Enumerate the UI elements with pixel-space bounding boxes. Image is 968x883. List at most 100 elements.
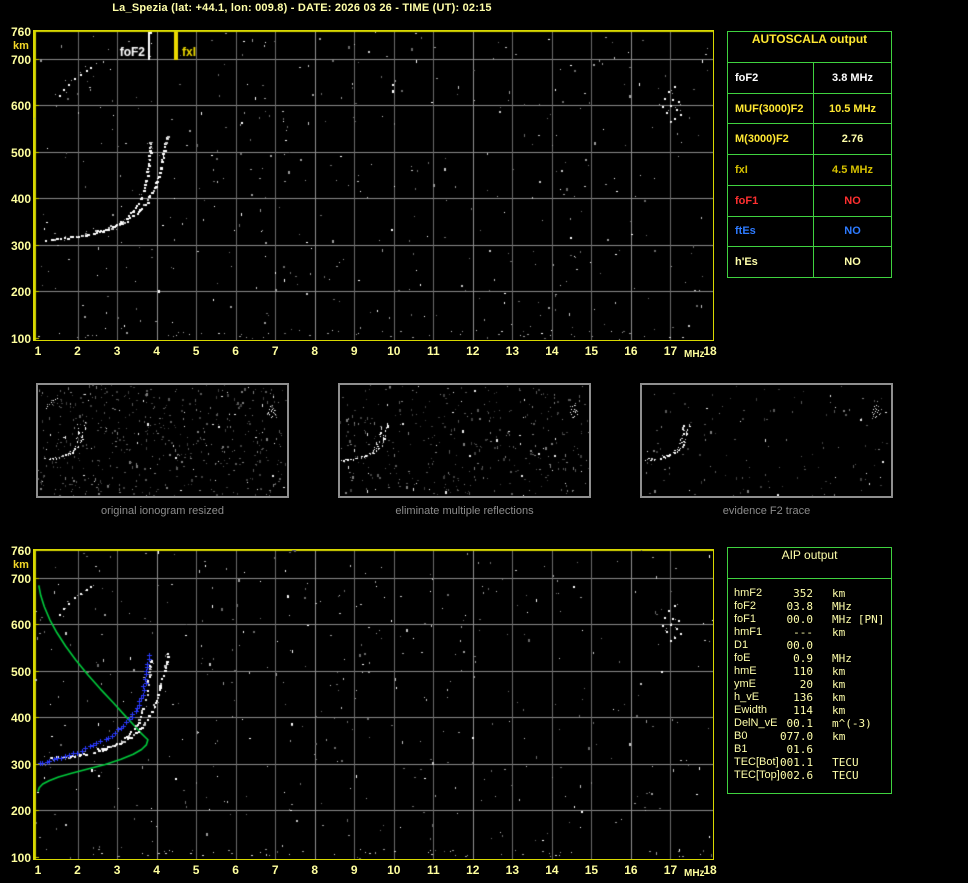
- y-tick-label: 300: [10, 757, 31, 772]
- autoscala-row-label: fxI: [728, 155, 814, 185]
- top-ionogram-plot: [33, 30, 714, 341]
- aip-row: DelN_vE 00.1 m^(-3): [728, 717, 891, 730]
- y-tick-label: 200: [10, 804, 31, 819]
- x-tick-label: 2: [74, 344, 81, 358]
- aip-table-rows: hmF2 352 km foF2 03.8 MHz foF1 00.0 MHz [PN] hmF1 -…: [728, 579, 891, 782]
- x-tick-label: 12: [466, 344, 480, 358]
- x-tick-label: 11: [426, 863, 440, 877]
- x-tick-label: 10: [387, 863, 401, 877]
- aip-row-label: hmF1: [734, 626, 763, 638]
- aip-row-value: 00.0: [786, 613, 814, 626]
- y-tick-label: 600: [10, 99, 31, 114]
- x-tick-label: 12: [466, 863, 480, 877]
- aip-table-header: AIP output: [728, 548, 891, 579]
- aip-row-label: h_vE: [734, 691, 760, 703]
- x-tick-label: 14: [545, 863, 559, 877]
- thumbnail-evidence-f2-trace: [640, 383, 893, 498]
- y-tick-label: 100: [10, 851, 31, 865]
- aip-row-note: [PN]: [857, 613, 885, 626]
- autoscala-row: foF2 3.8 MHz: [728, 63, 891, 94]
- x-tick-label: 7: [271, 863, 279, 877]
- top-ionogram-canvas: [34, 31, 713, 340]
- x-tick-label: 17: [663, 863, 678, 877]
- aip-row-label: DelN_vE: [734, 717, 778, 729]
- y-tick-label: 400: [10, 711, 31, 726]
- x-tick-label: 10: [387, 344, 401, 358]
- aip-row-label: TEC[Top]: [734, 769, 780, 781]
- aip-row-label: hmF2: [734, 587, 763, 599]
- aip-row-value: 114: [793, 704, 813, 717]
- aip-row: TEC[Top] 002.6 TECU: [728, 769, 891, 782]
- x-tick-label: 9: [350, 863, 358, 877]
- thumbnail-evidence-f2-trace-canvas: [642, 385, 891, 496]
- aip-row-label: B1: [734, 743, 748, 755]
- aip-row-value: ---: [793, 626, 813, 639]
- x-tick-label: 18: [703, 344, 717, 358]
- autoscala-row-label: M(3000)F2: [728, 124, 814, 155]
- x-tick-label: 8: [311, 344, 319, 358]
- autoscala-table-rows: foF2 3.8 MHz MUF(3000)F2 10.5 MHz M(3000)F2 2…: [728, 63, 891, 278]
- x-tick-label: 11: [426, 344, 440, 358]
- bottom-plot-x-axis-unit: MHz: [684, 868, 705, 879]
- aip-row-unit: MHz: [832, 600, 852, 613]
- x-tick-label: 13: [505, 863, 520, 877]
- x-tick-label: 5: [192, 863, 200, 877]
- thumbnail-caption-original: original ionogram resized: [101, 505, 224, 517]
- aip-row-label: D1: [734, 639, 749, 651]
- thumbnail-original-ionogram-canvas: [38, 385, 287, 496]
- x-tick-label: 4: [153, 344, 160, 358]
- aip-row-value: 00.0: [786, 639, 814, 652]
- thumbnail-eliminate-reflections: [338, 383, 591, 498]
- bottom-ionogram-canvas: [34, 550, 713, 859]
- autoscala-table: AUTOSCALA output foF2 3.8 MHz MUF(3000)F2 1…: [727, 31, 892, 278]
- aip-row-label: TEC[Bot]: [734, 756, 779, 768]
- autoscala-row: MUF(3000)F2 10.5 MHz: [728, 93, 891, 125]
- bottom-ionogram-plot: [33, 549, 714, 860]
- aip-row: hmE 110 km: [728, 665, 891, 678]
- aip-row-label: foF2: [734, 600, 757, 612]
- x-tick-label: 15: [584, 344, 599, 358]
- top-plot-y-axis-unit: km: [13, 40, 29, 52]
- aip-row-value: 03.8: [786, 600, 814, 613]
- aip-row-unit: km: [832, 691, 846, 704]
- bottom-plot-y-axis-unit: km: [13, 559, 29, 571]
- autoscala-row-label: h'Es: [728, 247, 814, 278]
- x-tick-label: 4: [153, 863, 160, 877]
- x-tick-label: 3: [113, 863, 121, 877]
- station-title: La_Spezia (lat: +44.1, lon: 009.8) - DAT…: [112, 2, 492, 14]
- aip-row-unit: km: [832, 587, 846, 600]
- aip-row: B0 077.0 km: [728, 730, 891, 743]
- x-tick-label: 13: [505, 344, 520, 358]
- autoscala-row-value: 2.76: [841, 133, 864, 146]
- y-tick-label: 600: [10, 618, 31, 633]
- aip-row-label: B0: [734, 730, 748, 742]
- aip-row: foE 0.9 MHz: [728, 652, 891, 665]
- aip-row-unit: TECU: [832, 756, 859, 769]
- x-tick-label: 18: [703, 863, 717, 877]
- x-tick-label: 3: [113, 344, 121, 358]
- thumbnail-eliminate-reflections-canvas: [340, 385, 589, 496]
- aip-row-label: Ewidth: [734, 704, 768, 716]
- aip-row-unit: km: [832, 730, 846, 743]
- x-tick-label: 2: [74, 863, 81, 877]
- autoscala-row-value: 4.5 MHz: [832, 164, 873, 177]
- aip-row-unit: TECU: [832, 769, 859, 782]
- autoscala-row-label: foF2: [728, 63, 814, 93]
- y-tick-label: 300: [10, 238, 31, 253]
- aip-row-value: 136: [793, 691, 813, 704]
- aip-row-label: foE: [734, 652, 751, 664]
- autoscala-row: ftEs NO: [728, 216, 891, 248]
- x-tick-label: 16: [624, 344, 638, 358]
- aip-row-unit: km: [832, 626, 846, 639]
- aip-row: hmF1 --- km: [728, 626, 891, 639]
- aip-table: AIP output hmF2 352 km foF2 03.8 MHz foF1 00.0 M…: [727, 547, 892, 794]
- x-tick-label: 14: [545, 344, 559, 358]
- aip-row-value: 001.1: [780, 756, 814, 769]
- y-tick-label: 700: [10, 571, 31, 586]
- aip-row: h_vE 136 km: [728, 691, 891, 704]
- aip-row: foF1 00.0 MHz [PN]: [728, 613, 891, 626]
- aip-row-value: 110: [793, 665, 813, 678]
- autoscala-row: foF1 NO: [728, 185, 891, 217]
- x-tick-label: 6: [232, 863, 239, 877]
